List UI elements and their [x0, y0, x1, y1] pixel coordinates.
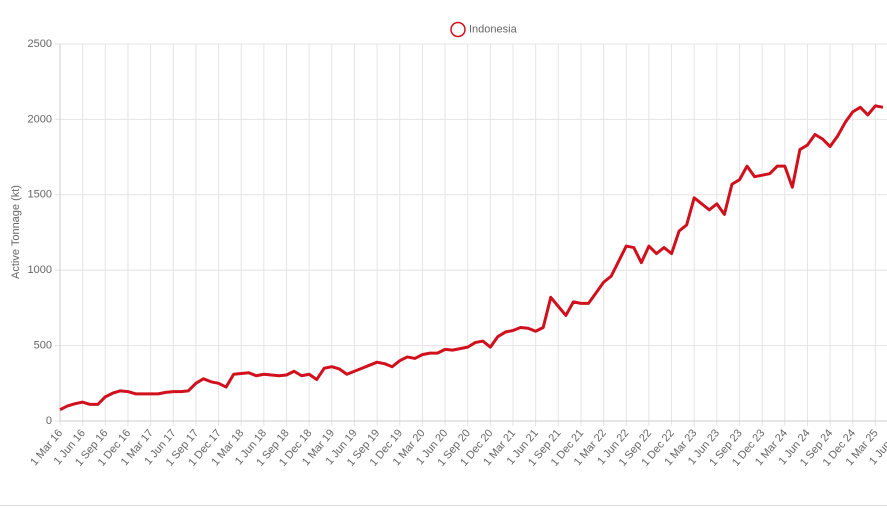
- y-tick-label: 2000: [28, 113, 52, 125]
- y-tick-label: 500: [34, 340, 52, 352]
- y-axis-title: Active Tonnage (kt): [10, 185, 22, 279]
- y-tick-label: 1000: [28, 264, 52, 276]
- y-tick-label: 1500: [28, 189, 52, 201]
- y-tick-label: 0: [46, 415, 52, 427]
- data-line: [59, 104, 884, 412]
- legend-marker: [450, 21, 466, 38]
- y-tick-label: 2500: [28, 38, 52, 50]
- legend-label: Indonesia: [469, 23, 518, 35]
